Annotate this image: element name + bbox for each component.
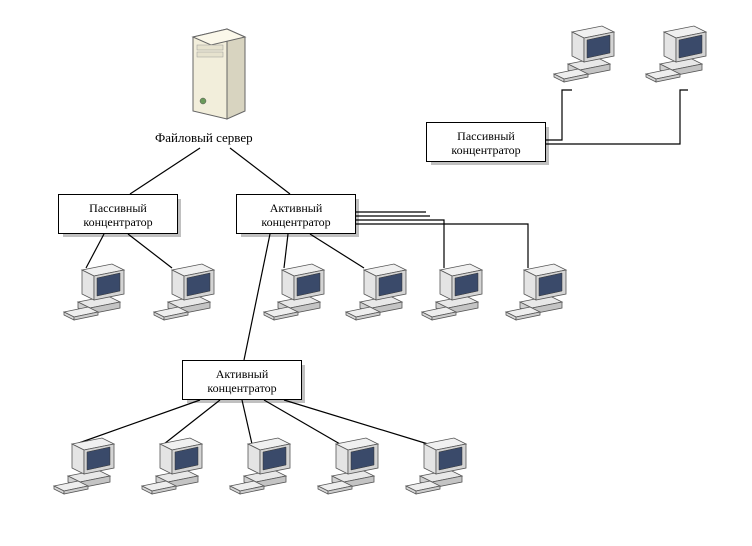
workstation-icon <box>548 20 618 95</box>
workstation-icon <box>258 258 328 333</box>
hub-label-line2: концентратор <box>451 143 520 157</box>
workstation-icon <box>136 432 206 507</box>
workstation-icon <box>312 432 382 507</box>
workstation-icon <box>48 432 118 507</box>
hub-label-line1: Активный <box>216 367 269 381</box>
hub-label-line2: концентратор <box>207 381 276 395</box>
workstation-icon <box>148 258 218 333</box>
hub-label-line1: Активный <box>270 201 323 215</box>
hub-label-line2: концентратор <box>83 215 152 229</box>
hub-label-line1: Пассивный <box>89 201 147 215</box>
hub-passive-2: Пассивный концентратор <box>426 122 546 162</box>
workstation-icon <box>58 258 128 333</box>
workstation-icon <box>416 258 486 333</box>
hub-label-line1: Пассивный <box>457 129 515 143</box>
hub-label-line2: концентратор <box>261 215 330 229</box>
workstation-icon <box>500 258 570 333</box>
hub-active-2: Активный концентратор <box>182 360 302 400</box>
hub-active-1: Активный концентратор <box>236 194 356 234</box>
workstation-icon <box>224 432 294 507</box>
hub-passive-1: Пассивный концентратор <box>58 194 178 234</box>
workstation-icon <box>340 258 410 333</box>
workstation-icon <box>640 20 710 95</box>
workstation-icon <box>400 432 470 507</box>
server-label: Файловый сервер <box>155 130 253 146</box>
server-icon <box>175 15 255 130</box>
